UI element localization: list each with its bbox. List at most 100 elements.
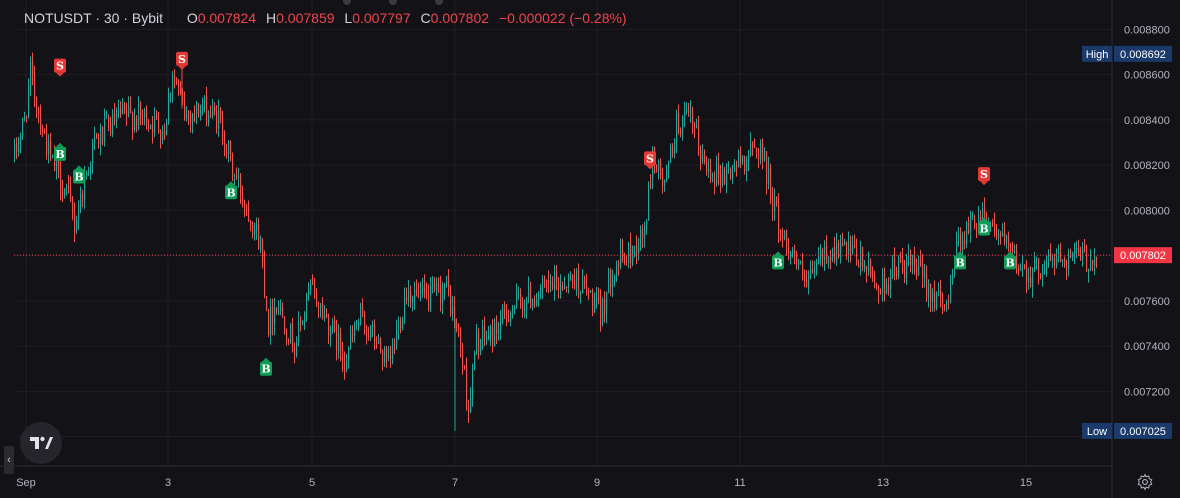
candle-body xyxy=(262,240,264,262)
candle-body xyxy=(400,321,402,329)
time-tick-label: 9 xyxy=(594,477,600,489)
candle-body xyxy=(234,174,236,176)
candle-body xyxy=(660,160,662,176)
candle-body xyxy=(200,109,202,117)
candle-body xyxy=(278,310,280,312)
candle-body xyxy=(1026,267,1028,283)
buy-signal-marker[interactable]: B xyxy=(772,251,784,270)
buy-signal-marker[interactable]: B xyxy=(54,142,66,161)
signal-label: B xyxy=(226,186,235,199)
candle-body xyxy=(928,283,930,298)
candle-body xyxy=(108,117,110,122)
buy-signal-marker[interactable]: B xyxy=(225,181,237,200)
candle-body xyxy=(110,121,112,134)
time-tick-label: Sep xyxy=(16,477,36,489)
tradingview-logo-icon[interactable] xyxy=(20,422,62,464)
candle-body xyxy=(242,195,244,201)
candle-body xyxy=(600,299,602,325)
candle-body xyxy=(138,103,140,127)
candle-body xyxy=(366,327,368,336)
candle-body xyxy=(550,283,552,285)
candle-body xyxy=(512,308,514,313)
candle-body xyxy=(468,405,470,412)
candle-body xyxy=(880,293,882,295)
candle-body xyxy=(372,325,374,327)
candle-body xyxy=(36,97,38,110)
candle-body xyxy=(814,271,816,274)
candle-body xyxy=(408,291,410,301)
candle-body xyxy=(862,247,864,269)
candle-body xyxy=(482,325,484,340)
candle-body xyxy=(1094,256,1096,266)
candle-body xyxy=(1030,277,1032,287)
candle-body xyxy=(818,255,820,263)
candle-body xyxy=(514,305,516,309)
candle-body xyxy=(936,295,938,309)
candle-body xyxy=(82,193,84,201)
candle-body xyxy=(558,281,560,290)
candle-body xyxy=(186,113,188,120)
candle-body xyxy=(764,151,766,160)
buy-signal-marker[interactable]: B xyxy=(978,217,990,236)
candle-body xyxy=(294,351,296,355)
candle-body xyxy=(822,249,824,260)
candle-body xyxy=(850,240,852,252)
candle-body xyxy=(996,230,998,239)
candle-body xyxy=(902,258,904,266)
candle-body xyxy=(254,229,256,236)
candle-body xyxy=(338,333,340,351)
candle-body xyxy=(736,165,738,167)
candle-body xyxy=(820,249,822,256)
candle-body xyxy=(286,333,288,340)
candle-body xyxy=(78,210,80,220)
candle-body xyxy=(152,124,154,133)
candle-body xyxy=(118,108,120,115)
candle-body xyxy=(756,147,758,150)
candle-body xyxy=(38,109,40,113)
candle-body xyxy=(506,310,508,318)
buy-signal-marker[interactable]: B xyxy=(954,251,966,270)
candle-body xyxy=(934,291,936,309)
pane-handles[interactable] xyxy=(343,0,443,5)
candle-body xyxy=(396,330,398,346)
candle-body xyxy=(86,172,88,177)
buy-signal-marker[interactable]: B xyxy=(73,165,85,184)
candle-body xyxy=(1002,232,1004,237)
candle-body xyxy=(434,283,436,291)
sell-signal-marker[interactable]: S xyxy=(176,51,188,70)
sell-signal-marker[interactable]: S xyxy=(644,151,656,170)
candle-body xyxy=(848,240,850,255)
candle-body xyxy=(510,312,512,323)
sell-signal-marker[interactable]: S xyxy=(978,167,990,186)
collapse-chevron-icon[interactable]: ‹ xyxy=(4,446,14,474)
candle-body xyxy=(584,279,586,284)
change-value: −0.000022 (−0.28%) xyxy=(498,10,627,26)
candle-body xyxy=(536,299,538,305)
candle-body xyxy=(450,290,452,315)
candle-body xyxy=(648,182,650,221)
candle-body xyxy=(886,285,888,295)
candle-body xyxy=(876,286,878,290)
candle-body xyxy=(244,200,246,207)
sell-signal-marker[interactable]: S xyxy=(54,58,66,77)
buy-signal-marker[interactable]: B xyxy=(260,357,272,376)
candle-body xyxy=(980,216,982,221)
buy-signal-marker[interactable]: B xyxy=(1004,251,1016,270)
candle-body xyxy=(716,163,718,184)
candle-body xyxy=(1072,255,1074,258)
candle-body xyxy=(692,110,694,124)
settings-gear-icon[interactable] xyxy=(1136,473,1154,491)
candle-body xyxy=(532,299,534,308)
candle-body xyxy=(48,141,50,155)
candle-body xyxy=(522,301,524,311)
candle-body xyxy=(1086,247,1088,272)
candle-body xyxy=(412,298,414,303)
candle-body xyxy=(856,248,858,264)
candle-body xyxy=(388,356,390,358)
candle-body xyxy=(908,254,910,260)
time-tick-label: 13 xyxy=(877,477,889,489)
candle-body xyxy=(360,306,362,324)
candle-body xyxy=(882,273,884,294)
candle-body xyxy=(44,132,46,134)
